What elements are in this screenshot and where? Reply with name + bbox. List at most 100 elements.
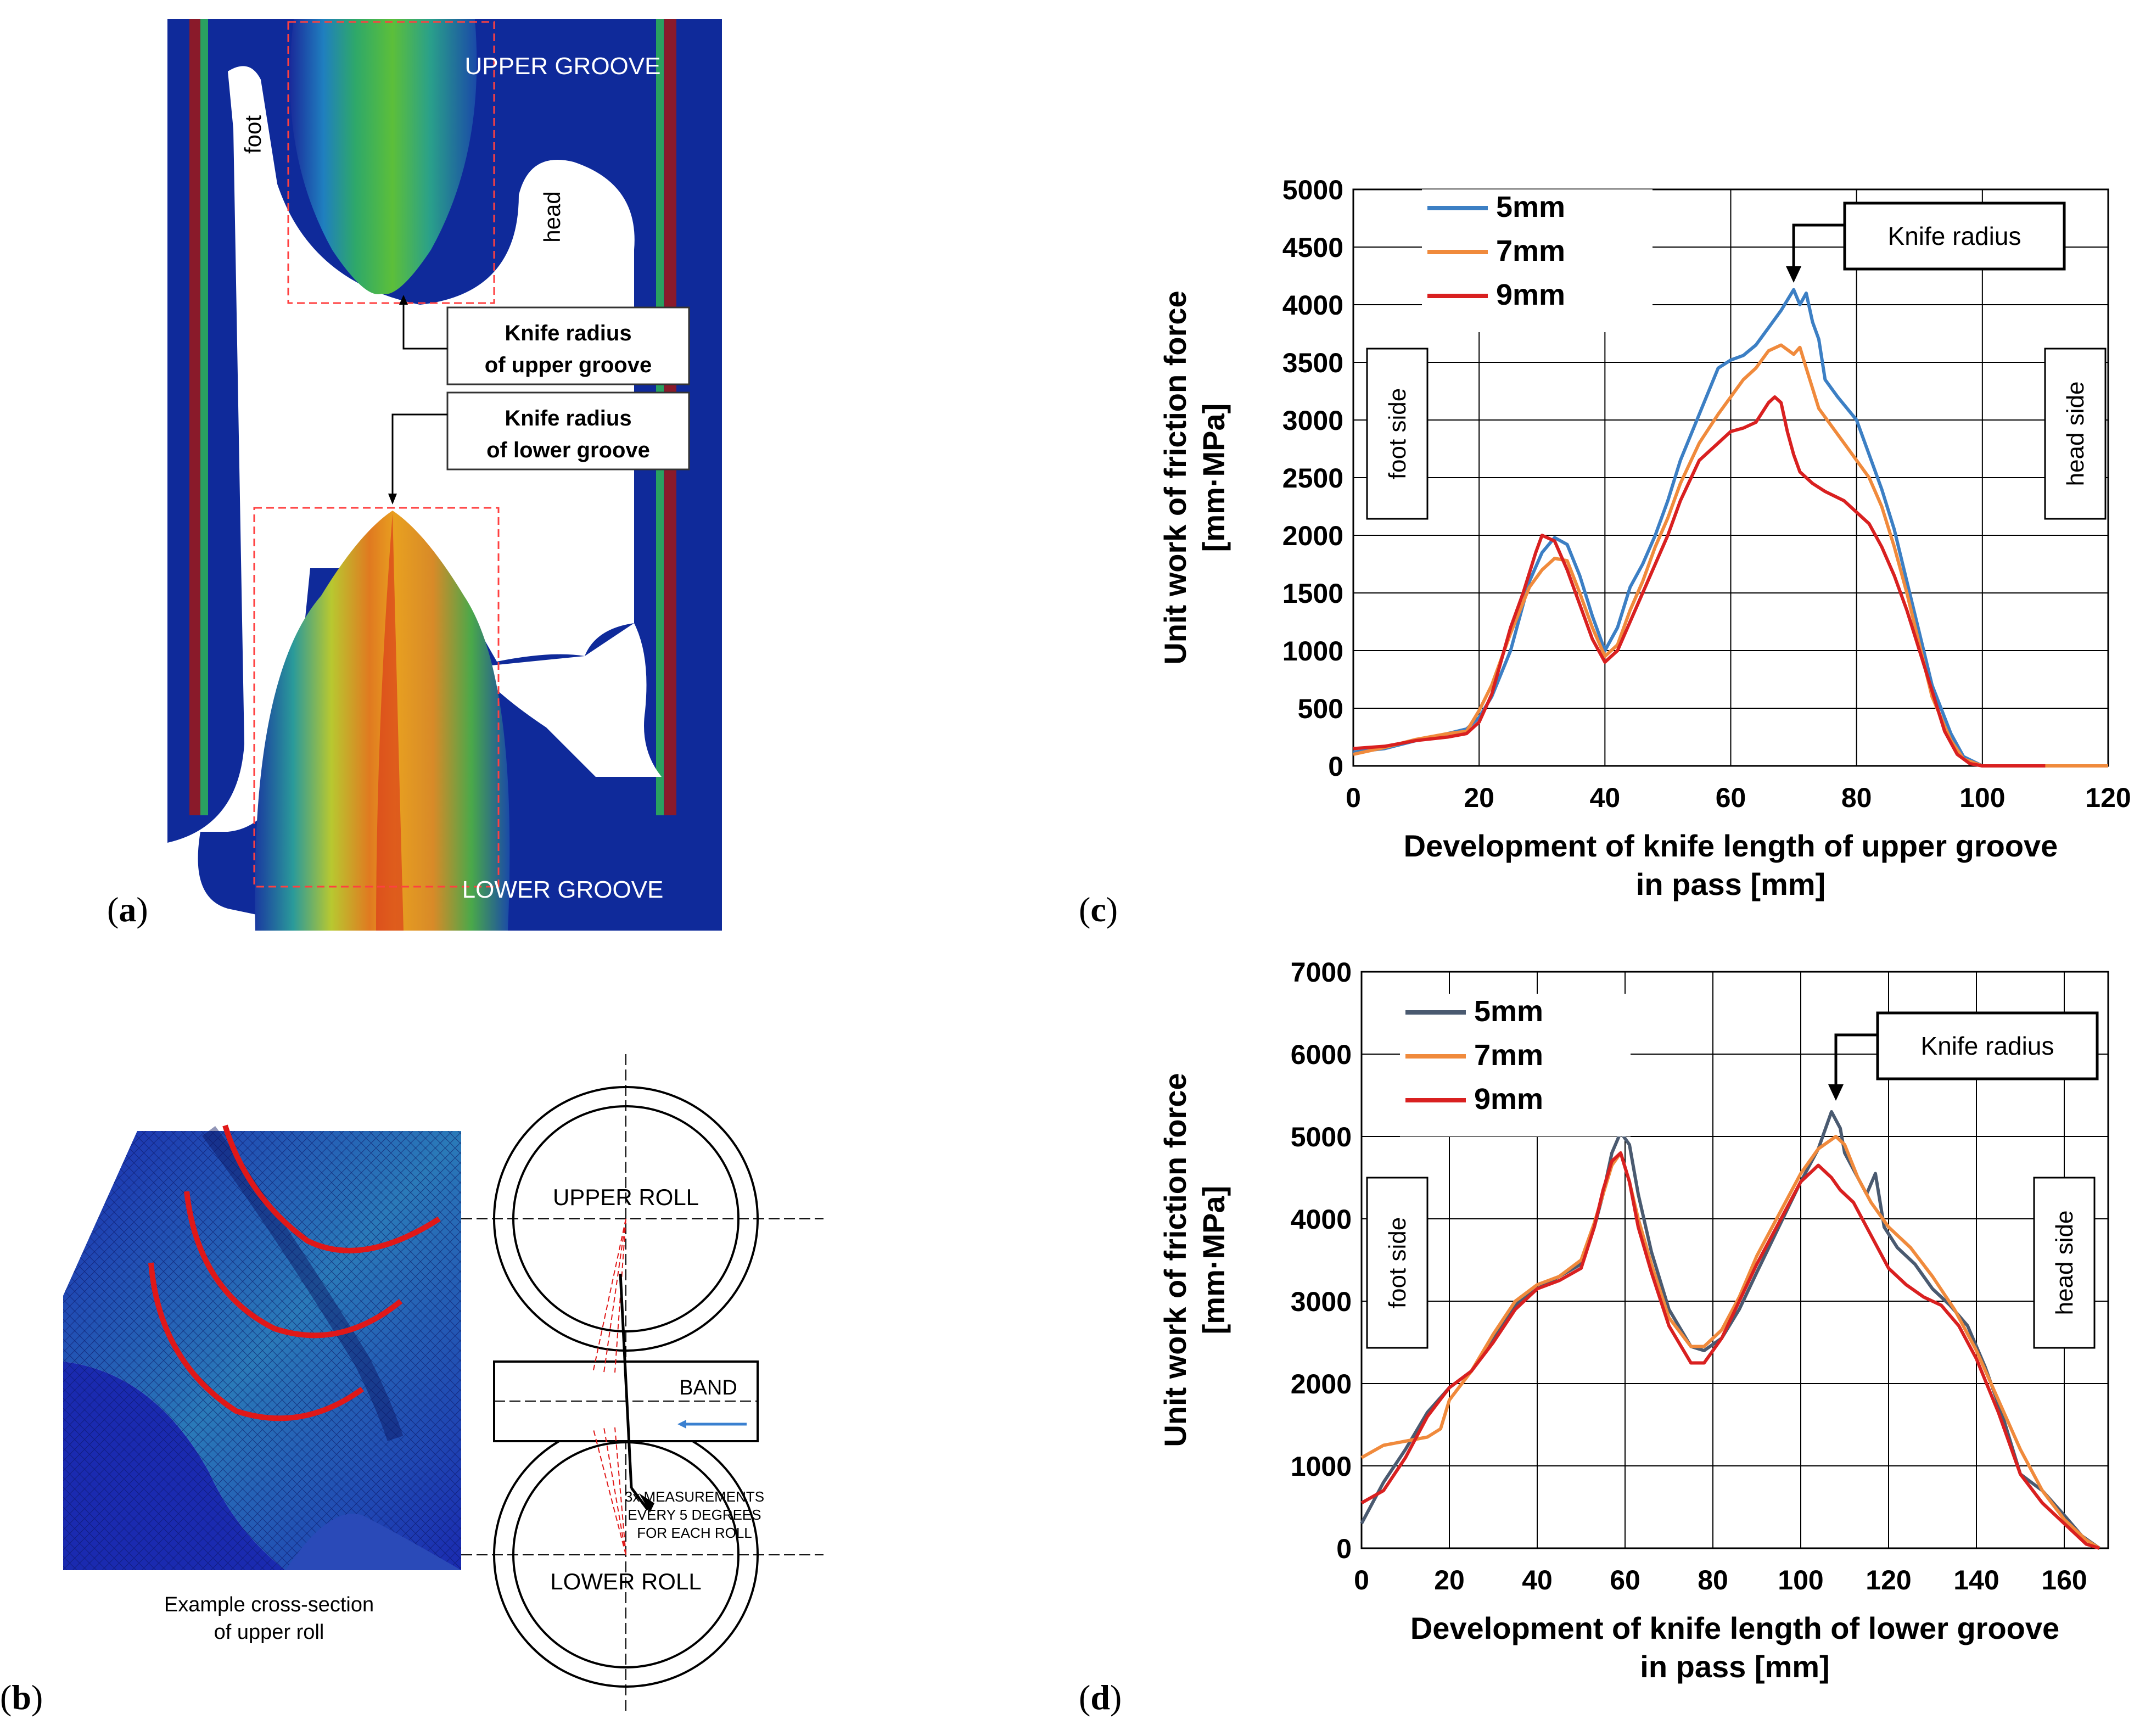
callout-upper-line1: Knife radius xyxy=(505,321,631,345)
y-tick-label: 2500 xyxy=(1282,463,1343,494)
x-tick-label: 0 xyxy=(1346,782,1361,813)
y-tick-label: 5000 xyxy=(1291,1122,1352,1152)
foot-side-box xyxy=(1366,1177,1429,1349)
callout-lower-box xyxy=(446,391,690,471)
panel-label-a: (a) xyxy=(107,890,148,929)
upper-groove-label: UPPER GROOVE xyxy=(465,53,661,80)
panel-a: UPPER GROOVE LOWER GROOVE foot head Knif… xyxy=(167,19,722,931)
panel-label-b: (b) xyxy=(0,1678,43,1717)
x-tick-label: 100 xyxy=(1959,782,2005,813)
legend-box xyxy=(1422,189,1653,332)
lower-groove-label: LOWER GROOVE xyxy=(462,876,664,903)
upper-roll-inner xyxy=(512,1105,740,1332)
head-side-box xyxy=(2044,348,2107,520)
knife-radius-leader xyxy=(1792,223,1845,270)
head-side-box xyxy=(2033,1177,2096,1349)
foot-label: foot xyxy=(240,115,266,154)
y-tick-label: 4500 xyxy=(1282,232,1343,263)
callout-upper-line2: of upper groove xyxy=(485,353,652,377)
panel-d: 0 1000 2000 3000 4000 5000 6000 7000 0 20 40 60 80 10… xyxy=(1142,944,2151,1724)
upper-groove-frame xyxy=(287,21,495,304)
upper-roll-outer xyxy=(493,1086,759,1352)
cross-section-mesh xyxy=(63,1126,461,1570)
y-tick-label: 500 xyxy=(1298,693,1343,724)
head-side-label: head side xyxy=(2062,382,2089,486)
x-tick-label: 40 xyxy=(1590,782,1621,813)
legend-label-7mm: 7mm xyxy=(1496,234,1565,267)
knife-radius-box xyxy=(1876,1011,2099,1080)
series-line-7mm xyxy=(1360,1135,2100,1550)
measurements-line3: FOR EACH ROLL xyxy=(637,1525,752,1541)
y-tick-label: 0 xyxy=(1336,1533,1352,1564)
series-line-9mm xyxy=(1360,1151,2100,1550)
head-side-label: head side xyxy=(2051,1211,2078,1315)
y-tick-label: 2000 xyxy=(1291,1369,1352,1399)
y-axis-title-line1: Unit work of friction force xyxy=(1158,1073,1192,1447)
measurement-paths xyxy=(148,1124,441,1421)
measurements-line1: 3x MEASUREMENTS xyxy=(625,1488,764,1505)
head-label: head xyxy=(539,191,565,242)
x-tick-label: 60 xyxy=(1716,782,1746,813)
x-tick-label: 20 xyxy=(1464,782,1494,813)
x-axis-title-line2: in pass [mm] xyxy=(1636,867,1825,901)
chart-lower-groove: 0 1000 2000 3000 4000 5000 6000 7000 0 20 40 60 80 10… xyxy=(1158,957,2109,1684)
x-tick-label: 160 xyxy=(2041,1565,2087,1595)
legend-label-9mm: 9mm xyxy=(1496,278,1565,311)
upper-roll-label: UPPER ROLL xyxy=(553,1184,699,1210)
foot-side-label: foot side xyxy=(1384,1217,1411,1308)
callout-lower-line1: Knife radius xyxy=(505,406,631,430)
legend-label-5mm: 5mm xyxy=(1474,995,1543,1028)
band-label: BAND xyxy=(679,1376,737,1399)
knife-radius-label: Knife radius xyxy=(1888,222,2021,250)
knife-radius-leader xyxy=(1834,1033,1878,1088)
series-line-9mm xyxy=(1353,395,2046,768)
knife-radius-arrow xyxy=(1786,266,1802,283)
y-axis-title-line2: [mm·MPa] xyxy=(1196,1186,1231,1335)
upper-groove-knife xyxy=(290,19,477,294)
x-tick-label: 0 xyxy=(1354,1565,1369,1595)
y-tick-label: 3000 xyxy=(1291,1286,1352,1317)
panel-c: 0 500 1000 1500 2000 2500 3000 3500 4000 4500 5000… xyxy=(1142,165,2151,933)
x-axis-title-line1: Development of knife length of lower gro… xyxy=(1410,1611,2059,1645)
legend-box xyxy=(1400,994,1631,1136)
panel-label-c: (c) xyxy=(1079,890,1118,929)
knife-radius-arrow xyxy=(1828,1084,1844,1101)
lower-roll-label: LOWER ROLL xyxy=(550,1569,701,1594)
chart-upper-groove: 0500100015002000250030003500400045005000… xyxy=(1158,175,2131,901)
legend-label-7mm: 7mm xyxy=(1474,1039,1543,1072)
knife-radius-label: Knife radius xyxy=(1921,1032,2054,1060)
y-tick-label: 1000 xyxy=(1282,636,1343,667)
y-tick-label: 2000 xyxy=(1282,520,1343,551)
x-tick-label: 40 xyxy=(1522,1565,1553,1595)
legend-label-9mm: 9mm xyxy=(1474,1083,1543,1116)
knife-radius-box xyxy=(1843,201,2066,271)
x-axis-title-line1: Development of knife length of upper gro… xyxy=(1404,828,2058,863)
caption-line2: of upper roll xyxy=(214,1621,324,1644)
y-tick-label: 1000 xyxy=(1291,1451,1352,1482)
y-tick-label: 3000 xyxy=(1282,405,1343,436)
series-line-7mm xyxy=(1353,343,2108,768)
x-tick-label: 20 xyxy=(1434,1565,1465,1595)
x-tick-label: 80 xyxy=(1841,782,1872,813)
lower-groove-frame xyxy=(253,507,500,888)
x-tick-label: 120 xyxy=(1866,1565,1911,1595)
x-tick-label: 120 xyxy=(2085,782,2131,813)
foot-side-box xyxy=(1366,348,1429,520)
groove-simulation-image: UPPER GROOVE LOWER GROOVE foot head Knif… xyxy=(167,19,722,931)
x-tick-label: 140 xyxy=(1953,1565,1999,1595)
callout-lower-line2: of lower groove xyxy=(486,438,650,462)
caption-line1: Example cross-section xyxy=(164,1593,374,1616)
y-axis-title-line1: Unit work of friction force xyxy=(1158,290,1192,664)
panel-b: UPPER ROLL LOWER ROLL BAND 3x MEASUREMEN… xyxy=(55,1054,834,1713)
y-tick-label: 4000 xyxy=(1291,1204,1352,1235)
x-tick-label: 60 xyxy=(1610,1565,1640,1595)
y-tick-label: 0 xyxy=(1328,751,1343,782)
x-axis-title-line2: in pass [mm] xyxy=(1640,1649,1829,1684)
y-tick-label: 1500 xyxy=(1282,578,1343,609)
y-axis-title-line2: [mm·MPa] xyxy=(1196,404,1231,552)
y-tick-label: 5000 xyxy=(1282,175,1343,205)
legend-label-5mm: 5mm xyxy=(1496,191,1565,223)
y-tick-label: 7000 xyxy=(1291,957,1352,988)
y-tick-label: 3500 xyxy=(1282,348,1343,378)
foot-side-label: foot side xyxy=(1384,388,1411,479)
